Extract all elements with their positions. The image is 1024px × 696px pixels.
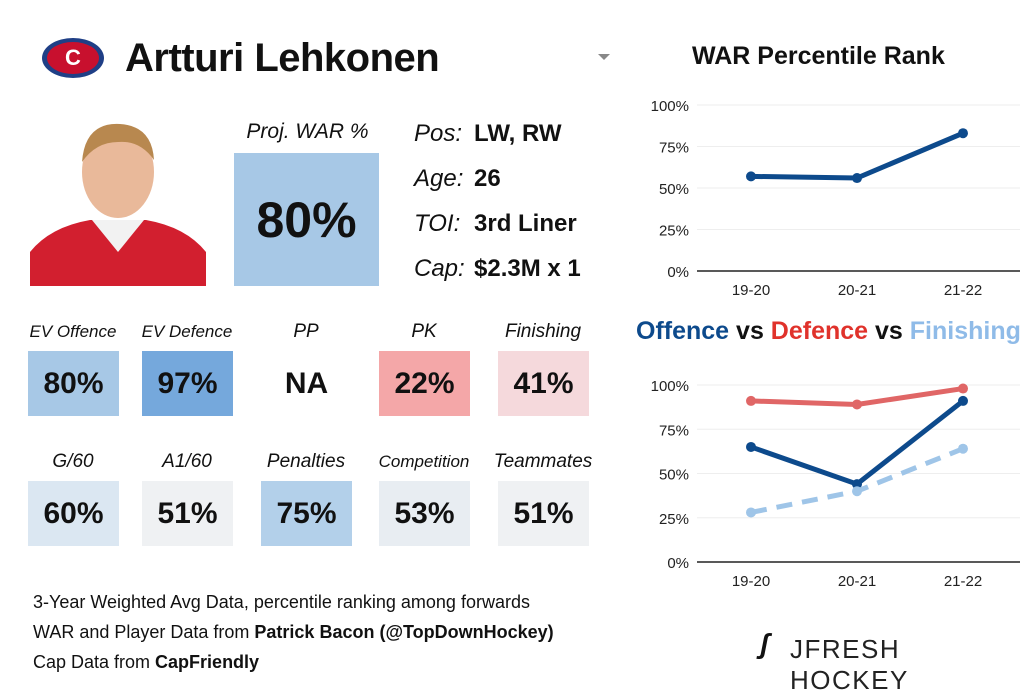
x-tick-label: 20-21 <box>838 282 876 299</box>
y-tick-label: 25% <box>659 223 689 240</box>
player-dropdown-caret-icon[interactable] <box>598 54 610 60</box>
x-tick-label: 21-22 <box>944 282 982 299</box>
data-point <box>958 395 968 406</box>
info-value: 26 <box>474 165 501 192</box>
data-point <box>746 441 756 452</box>
y-tick-label: 25% <box>659 511 689 528</box>
title-finishing: Finishing <box>909 317 1021 345</box>
stat-value: 41% <box>498 351 589 416</box>
stat-value: NA <box>261 351 352 416</box>
brand-logo-icon: ʃ <box>760 628 769 659</box>
info-row: Cap: $2.3M x 1 <box>414 255 614 285</box>
odf-chart: 0% 25% 50% 75% 100% 19-20 20-21 21-22 <box>651 378 1020 590</box>
stat-value: 80% <box>28 351 119 416</box>
odf-chart-title: Offence vs Defence vs Finishing <box>636 317 1021 346</box>
series-line-offence <box>750 398 965 487</box>
y-tick-label: 100% <box>651 378 689 395</box>
brand-name: JFRESH HOCKEY <box>790 634 909 695</box>
data-point <box>852 399 862 410</box>
footer-line-1: 3-Year Weighted Avg Data, percentile ran… <box>33 592 530 612</box>
proj-war-value: 80% <box>234 153 379 286</box>
footer-text: WAR and Player Data from <box>33 622 255 642</box>
stat-label: EV Defence <box>141 322 233 341</box>
stat-label: Finishing <box>504 321 582 342</box>
y-tick-label: 75% <box>659 140 689 157</box>
y-tick-label: 50% <box>659 181 689 198</box>
player-name: Artturi Lehkonen <box>125 36 440 80</box>
stat-value: 97% <box>142 351 233 416</box>
war-chart: 0% 25% 50% 75% 100% 19-20 20-21 21-22 <box>651 98 1020 299</box>
x-tick-label: 19-20 <box>732 282 770 299</box>
title-defence: Defence <box>770 317 869 345</box>
data-point <box>958 443 968 454</box>
data-point <box>958 383 968 394</box>
stat-value: 53% <box>379 481 470 546</box>
x-tick-label: 19-20 <box>732 573 770 590</box>
title-offence: Offence <box>636 317 730 345</box>
info-row: TOI: 3rd Liner <box>414 210 614 240</box>
info-row: Pos: LW, RW <box>414 120 614 150</box>
data-point <box>852 479 862 490</box>
data-point <box>746 507 756 518</box>
y-tick-label: 50% <box>659 467 689 484</box>
x-tick-label: 20-21 <box>838 573 876 590</box>
info-row: Age: 26 <box>414 165 614 195</box>
data-point <box>852 486 862 497</box>
stat-label: A1/60 <box>162 451 212 472</box>
footer-text: Cap Data from <box>33 652 156 672</box>
stat-label: G/60 <box>52 451 94 472</box>
info-key: Cap: <box>414 255 465 282</box>
stat-value: 75% <box>261 481 352 546</box>
y-tick-label: 0% <box>667 264 689 281</box>
x-tick-label: 21-22 <box>944 573 982 590</box>
stat-label: PK <box>411 321 437 342</box>
info-value: $2.3M x 1 <box>474 255 581 282</box>
stat-label: Competition <box>378 452 470 471</box>
stat-value: 22% <box>379 351 470 416</box>
stat-value: 51% <box>498 481 589 546</box>
data-point <box>852 173 862 184</box>
info-value: LW, RW <box>474 120 562 147</box>
title-vs: vs <box>868 317 910 345</box>
stat-label: Penalties <box>266 451 346 472</box>
info-value: 3rd Liner <box>474 210 577 237</box>
stat-value: 51% <box>142 481 233 546</box>
team-logo: C <box>42 38 104 78</box>
footer-source-link: CapFriendly <box>155 652 260 672</box>
stat-label: Teammates <box>493 451 593 472</box>
info-key: TOI: <box>414 210 461 237</box>
player-photo <box>30 112 206 286</box>
proj-war-label: Proj. WAR % <box>246 120 369 143</box>
info-key: Pos: <box>414 120 463 147</box>
footer-line-2: WAR and Player Data from Patrick Bacon (… <box>33 622 554 643</box>
war-chart-title: WAR Percentile Rank <box>692 42 945 70</box>
stat-value: 60% <box>28 481 119 546</box>
stat-label: EV Offence <box>29 322 117 341</box>
data-point <box>958 128 968 139</box>
y-tick-label: 0% <box>667 555 689 572</box>
footer-source-link: Patrick Bacon (@TopDownHockey) <box>254 622 554 642</box>
y-tick-label: 100% <box>651 98 689 115</box>
info-key: Age: <box>414 165 464 192</box>
series-line-war <box>750 130 964 181</box>
footer-line-3: Cap Data from CapFriendly <box>33 652 259 673</box>
y-tick-label: 75% <box>659 422 689 439</box>
title-vs: vs <box>729 317 771 345</box>
data-point <box>746 171 756 182</box>
stat-label: PP <box>293 321 319 342</box>
data-point <box>746 395 756 406</box>
